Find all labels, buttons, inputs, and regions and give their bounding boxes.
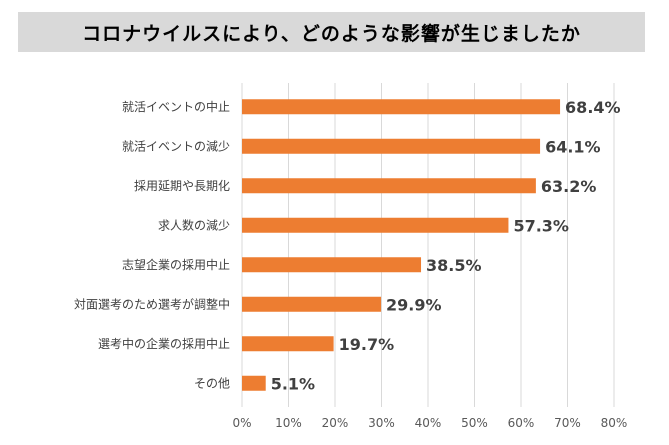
data-label: 63.2%: [541, 177, 597, 196]
data-label: 19.7%: [339, 335, 395, 354]
chart-title-bar: コロナウイルスにより、どのような影響が生じましたか: [18, 12, 645, 52]
x-tick-label: 70%: [554, 416, 581, 430]
bar: [242, 375, 266, 391]
data-label: 64.1%: [545, 137, 601, 156]
category-label: 求人数の減少: [158, 217, 230, 232]
category-label: 就活イベントの中止: [122, 99, 230, 114]
data-label: 57.3%: [513, 216, 569, 235]
chart-title: コロナウイルスにより、どのような影響が生じましたか: [82, 22, 581, 45]
category-label: 就活イベントの減少: [122, 138, 230, 153]
data-label: 68.4%: [565, 98, 621, 117]
x-tick-label: 20%: [322, 416, 349, 430]
category-label: 採用延期や長期化: [134, 179, 230, 193]
bar: [242, 217, 509, 233]
data-label: 5.1%: [271, 374, 315, 393]
x-tick-label: 60%: [508, 416, 535, 430]
x-tick-label: 0%: [232, 416, 251, 430]
x-tick-label: 50%: [461, 416, 488, 430]
x-tick-label: 40%: [415, 416, 442, 430]
x-tick-label: 30%: [368, 416, 395, 430]
bar: [242, 336, 334, 352]
bar: [242, 138, 541, 154]
data-label: 38.5%: [426, 256, 482, 275]
category-label: 選考中の企業の採用中止: [98, 336, 230, 351]
bar: [242, 296, 382, 312]
bar: [242, 257, 422, 273]
category-label: 志望企業の採用中止: [122, 257, 230, 272]
x-tick-label: 10%: [275, 416, 302, 430]
category-label: 対面選考のため選考が調整中: [74, 296, 230, 311]
bar: [242, 99, 561, 115]
data-label: 29.9%: [386, 295, 442, 314]
category-label: その他: [194, 376, 230, 390]
bar: [242, 178, 536, 194]
x-tick-label: 80%: [601, 416, 628, 430]
